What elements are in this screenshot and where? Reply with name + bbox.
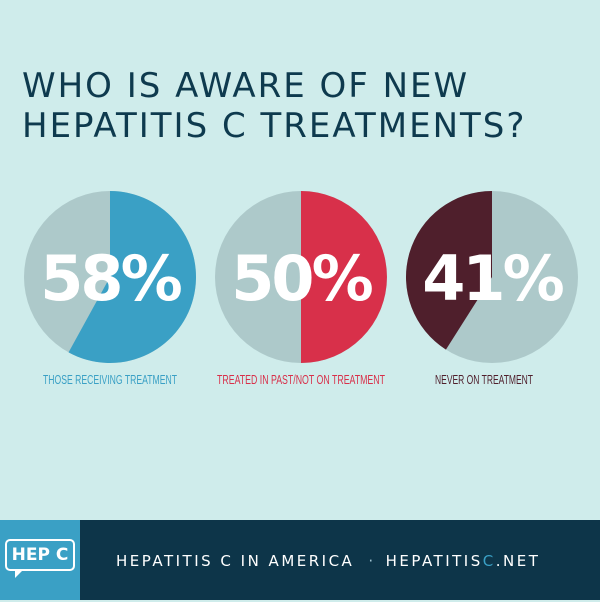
footer-tagline: HEPATITIS C IN AMERICA — [116, 552, 355, 570]
pie-percentage: 58% — [40, 242, 181, 315]
footer-bar: HEP C HEPATITIS C IN AMERICA · HEPATITISC.… — [0, 520, 600, 600]
pie-percentage: 41% — [422, 242, 563, 315]
page-title: WHO IS AWARE OF NEW HEPATITIS C TREATMEN… — [22, 66, 582, 146]
footer-tagline-row: HEPATITIS C IN AMERICA · HEPATITISC.NET — [116, 520, 540, 600]
logo-text: HEP C — [11, 545, 69, 565]
pie-value-slice — [405, 191, 492, 350]
footer-site-accent: C — [482, 552, 496, 570]
pie-chart-2: 50% TREATED IN PAST/NOT ON TREATMENT — [215, 191, 387, 387]
footer-site-link[interactable]: HEPATITISC.NET — [386, 552, 541, 570]
pie-percentage: 50% — [231, 242, 372, 315]
footer-site-main: HEPATITIS — [385, 552, 483, 570]
pie-value-slice — [68, 191, 197, 363]
pie-value-slice — [301, 191, 387, 363]
footer-site-tail: .NET — [495, 552, 541, 570]
title-line-2: HEPATITIS C TREATMENTS? — [22, 106, 527, 146]
pie-category-label: TREATED IN PAST/NOT ON TREATMENT — [217, 373, 385, 387]
pie-category-label: THOSE RECEIVING TREATMENT — [43, 373, 177, 387]
title-line-1: WHO IS AWARE OF NEW — [22, 66, 470, 106]
pie-chart-3: 41% NEVER ON TREATMENT — [405, 191, 578, 387]
hep-c-logo[interactable]: HEP C — [0, 520, 80, 600]
pie-chart-1: 58% THOSE RECEIVING TREATMENT — [24, 191, 197, 387]
speech-bubble-icon: HEP C — [5, 539, 75, 578]
footer-separator: · — [368, 552, 376, 570]
pie-category-label: NEVER ON TREATMENT — [435, 373, 533, 387]
